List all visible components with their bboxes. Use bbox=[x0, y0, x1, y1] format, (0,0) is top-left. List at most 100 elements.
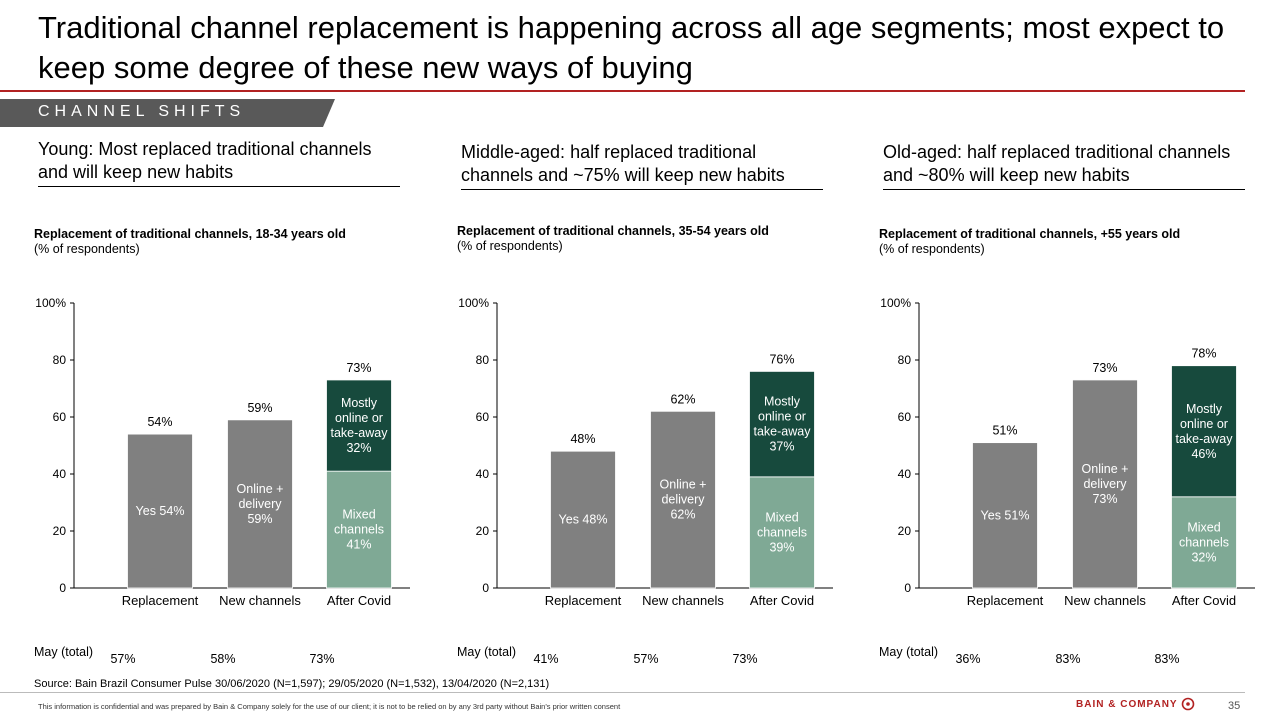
bar-segment-label: 46% bbox=[1191, 447, 1216, 461]
bar-chart-old-aged: 0 20 40 60 80 100% Replacement New channels Afte… bbox=[880, 296, 1255, 608]
may-value: 58% bbox=[210, 652, 236, 666]
chart-title: Replacement of traditional channels, +55… bbox=[879, 227, 1181, 241]
bar-segment bbox=[127, 433, 193, 589]
y-tick-label: 40 bbox=[476, 467, 490, 481]
bar-segment-label: 41% bbox=[346, 538, 371, 552]
bar-segment bbox=[1072, 379, 1138, 589]
bar-total-label: 48% bbox=[570, 432, 595, 446]
bar-segment-label: 32% bbox=[346, 441, 371, 455]
page-title: Traditional channel replacement is happe… bbox=[38, 10, 1225, 85]
bar-segment-label: Mostly bbox=[1186, 402, 1223, 416]
bar-segment-label: take-away bbox=[331, 426, 389, 440]
bar-segment bbox=[749, 476, 815, 589]
bar-segment-label: take-away bbox=[754, 425, 812, 439]
y-tick-label: 60 bbox=[476, 410, 490, 424]
may-value: 41% bbox=[533, 652, 559, 666]
y-tick-label: 60 bbox=[53, 410, 67, 424]
bar-segment bbox=[1171, 496, 1237, 589]
may-value: 57% bbox=[633, 652, 659, 666]
bar-segment-label: Online + bbox=[660, 478, 707, 492]
may-label: May (total) bbox=[879, 645, 939, 659]
x-category-label: After Covid bbox=[327, 593, 391, 608]
bar-segment-label: 62% bbox=[670, 508, 695, 522]
y-tick-label: 20 bbox=[476, 524, 490, 538]
x-category-label: Replacement bbox=[122, 593, 199, 608]
title-divider bbox=[0, 90, 1245, 92]
panel-middle-aged: Middle-aged: half replaced traditional c… bbox=[457, 0, 871, 720]
chart-subtitle: (% of respondents) bbox=[879, 242, 985, 256]
y-tick-label: 80 bbox=[898, 353, 912, 367]
y-tick-label: 80 bbox=[476, 353, 490, 367]
bar-segment-label: delivery bbox=[1083, 477, 1127, 491]
bar-segment bbox=[227, 419, 293, 589]
bar-segment-label: Mostly bbox=[341, 396, 378, 410]
panel-heading: Old-aged: half replaced traditional chan… bbox=[883, 141, 1245, 190]
bar-total-label: 78% bbox=[1191, 347, 1216, 361]
y-tick-label: 100% bbox=[458, 296, 489, 310]
x-category-label: New channels bbox=[642, 593, 724, 608]
bar-segment-label: take-away bbox=[1176, 432, 1234, 446]
bar-segment-label: Online + bbox=[1082, 462, 1129, 476]
x-category-label: New channels bbox=[219, 593, 301, 608]
bar-segment-label: Mixed bbox=[1187, 520, 1220, 534]
footer-divider bbox=[0, 692, 1245, 693]
chart-title: Replacement of traditional channels, 18-… bbox=[34, 227, 346, 241]
y-tick-label: 60 bbox=[898, 410, 912, 424]
bar-segment-label: Mixed bbox=[765, 510, 798, 524]
company-logo-text: BAIN & COMPANY bbox=[1076, 699, 1178, 710]
bar-segment-label: 37% bbox=[769, 440, 794, 454]
panel-heading: Middle-aged: half replaced traditional c… bbox=[461, 141, 823, 190]
x-category-label: Replacement bbox=[545, 593, 622, 608]
page-number: 35 bbox=[1228, 700, 1241, 712]
bar-segment bbox=[550, 450, 616, 589]
bar-total-label: 76% bbox=[769, 352, 794, 366]
x-category-label: Replacement bbox=[967, 593, 1044, 608]
panel-young: Young: Most replaced traditional channel… bbox=[34, 0, 448, 720]
section-tag-background bbox=[0, 99, 335, 127]
bar-total-label: 59% bbox=[247, 401, 272, 415]
y-tick-label: 20 bbox=[898, 524, 912, 538]
bar-segment bbox=[1171, 365, 1237, 498]
bar-segment-label: online or bbox=[1180, 417, 1228, 431]
may-value: 83% bbox=[1154, 652, 1180, 666]
may-value: 73% bbox=[732, 652, 758, 666]
bar-segment-label: Yes 48% bbox=[559, 513, 608, 527]
bar-segment-label: 39% bbox=[769, 540, 794, 554]
bar-total-label: 54% bbox=[147, 415, 172, 429]
bar-chart-young: 0 20 40 60 80 100% Replacement New channels Afte… bbox=[35, 296, 410, 608]
y-tick-label: 80 bbox=[53, 353, 67, 367]
y-tick-label: 0 bbox=[482, 581, 489, 595]
bar-chart-middle-aged: 0 20 40 60 80 100% Replacement New channels Afte… bbox=[458, 296, 833, 608]
may-label: May (total) bbox=[457, 645, 517, 659]
bar-segment-label: delivery bbox=[661, 493, 705, 507]
x-category-label: After Covid bbox=[1172, 593, 1236, 608]
may-value: 36% bbox=[955, 652, 981, 666]
bar-segment-label: 73% bbox=[1092, 492, 1117, 506]
chart-subtitle: (% of respondents) bbox=[457, 239, 563, 253]
bar-segment-label: Online + bbox=[237, 482, 284, 496]
bar-segment-label: channels bbox=[334, 523, 384, 537]
bar-segment-label: online or bbox=[758, 410, 806, 424]
confidentiality-note: This information is confidential and was… bbox=[38, 702, 621, 711]
panel-old-aged: Old-aged: half replaced traditional chan… bbox=[879, 0, 1280, 720]
bar-segment-label: Mixed bbox=[342, 508, 375, 522]
bar-segment-label: 32% bbox=[1191, 550, 1216, 564]
bar-segment bbox=[326, 379, 392, 472]
section-tag-label: CHANNEL SHIFTS bbox=[38, 103, 246, 120]
bar-segment-label: Mostly bbox=[764, 395, 801, 409]
bar-segment-label: channels bbox=[1179, 535, 1229, 549]
bar-segment bbox=[326, 470, 392, 589]
may-value: 83% bbox=[1055, 652, 1081, 666]
bar-segment bbox=[972, 442, 1038, 589]
x-category-label: After Covid bbox=[750, 593, 814, 608]
chart-subtitle: (% of respondents) bbox=[34, 242, 140, 256]
bar-segment-label: channels bbox=[757, 525, 807, 539]
bar-segment bbox=[650, 410, 716, 589]
y-tick-label: 0 bbox=[904, 581, 911, 595]
may-label: May (total) bbox=[34, 645, 94, 659]
bar-total-label: 73% bbox=[1092, 361, 1117, 375]
y-tick-label: 20 bbox=[53, 524, 67, 538]
bar-total-label: 62% bbox=[670, 392, 695, 406]
bar-segment-label: Yes 54% bbox=[136, 504, 185, 518]
y-tick-label: 100% bbox=[880, 296, 911, 310]
